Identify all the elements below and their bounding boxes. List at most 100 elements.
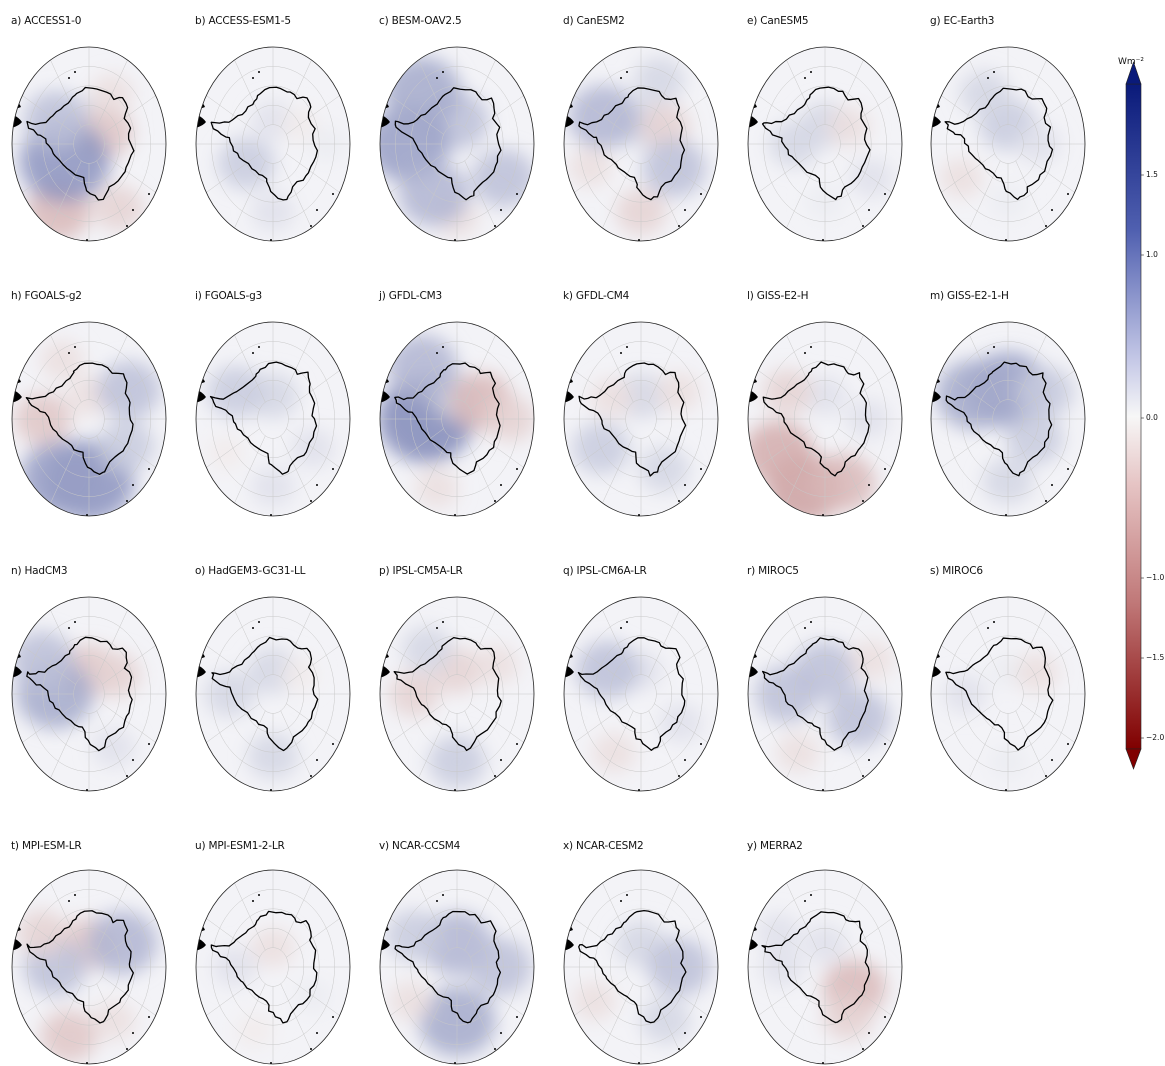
meridian-line [206, 95, 260, 135]
meridian-line [50, 334, 82, 403]
meridian-line [1015, 160, 1047, 229]
map-field [931, 597, 1085, 791]
island-marker [862, 775, 864, 777]
graticule [380, 47, 534, 241]
map-field [748, 597, 902, 791]
meridian-line [286, 95, 340, 135]
polar-map [747, 321, 903, 517]
island-marker [626, 621, 628, 623]
meridian-line [280, 710, 312, 779]
island-marker [884, 743, 886, 745]
graticule [564, 47, 718, 241]
island-marker [804, 352, 806, 354]
meridian-line [286, 976, 340, 1016]
polar-map [379, 46, 535, 242]
antarctica-coastline [577, 637, 686, 751]
latitude-circle [441, 399, 473, 439]
panel-title: s) MIROC6 [930, 565, 983, 577]
island-marker [86, 789, 88, 791]
meridian-line [602, 160, 634, 229]
island-marker [132, 1032, 134, 1034]
meridian-line [832, 983, 864, 1052]
meridian-line [464, 59, 496, 128]
meridian-line [22, 95, 76, 135]
island-marker [1051, 759, 1053, 761]
island-marker [442, 894, 444, 896]
meridian-line [838, 976, 892, 1016]
graticule [931, 597, 1085, 791]
map-field [564, 870, 718, 1064]
panel-title: x) NCAR-CESM2 [563, 840, 644, 852]
meridian-line [234, 435, 266, 504]
island-marker [126, 1048, 128, 1050]
island-marker [626, 894, 628, 896]
meridian-line [418, 334, 450, 403]
map-ocean [196, 597, 350, 791]
island-marker [258, 894, 260, 896]
graticule [748, 47, 902, 241]
field-anomaly [235, 1013, 274, 1048]
polar-map [563, 321, 719, 517]
meridian-line [206, 976, 260, 1016]
island-marker [626, 71, 628, 73]
graticule [748, 597, 902, 791]
polar-map [930, 46, 1086, 242]
island-marker [1067, 743, 1069, 745]
island-marker [126, 225, 128, 227]
meridian-line [1015, 609, 1047, 678]
panel-title: c) BESM-OAV2.5 [379, 15, 462, 27]
island-marker [700, 468, 702, 470]
island-marker [862, 1048, 864, 1050]
island-marker [868, 209, 870, 211]
meridian-line [654, 918, 708, 958]
meridian-line [464, 435, 496, 504]
graticule [196, 597, 350, 791]
meridian-line [1021, 370, 1075, 410]
panel-title: r) MIROC5 [747, 565, 799, 577]
meridian-line [832, 334, 864, 403]
meridian-line [838, 370, 892, 410]
antarctica-coastline [762, 361, 870, 477]
meridian-line [418, 710, 450, 779]
map-border [747, 321, 903, 517]
meridian-line [969, 609, 1001, 678]
island-marker [884, 1016, 886, 1018]
meridian-line [838, 153, 892, 193]
island-marker [516, 1016, 518, 1018]
panel-title: i) FGOALS-g3 [195, 290, 263, 302]
island-marker [987, 77, 989, 79]
antarctica-coastline [210, 910, 318, 1024]
meridian-line [602, 59, 634, 128]
island-marker [68, 352, 70, 354]
island-marker [700, 1016, 702, 1018]
meridian-line [648, 160, 680, 229]
meridian-line [206, 645, 260, 685]
panel-title: l) GISS-E2-H [747, 290, 809, 302]
island-marker [332, 1016, 334, 1018]
panel-title: d) CanESM2 [563, 15, 625, 27]
graticule [564, 870, 718, 1064]
island-marker [700, 743, 702, 745]
map-border [563, 596, 719, 792]
island-marker [500, 484, 502, 486]
meridian-line [602, 334, 634, 403]
meridian-line [418, 435, 450, 504]
island-marker [494, 500, 496, 502]
island-marker [442, 621, 444, 623]
island-marker [1005, 514, 1007, 516]
meridian-line [102, 976, 156, 1016]
meridian-line [941, 428, 995, 468]
graticule [380, 322, 534, 516]
island-marker [310, 500, 312, 502]
island-marker [252, 77, 254, 79]
antarctica-coastline [945, 361, 1053, 477]
meridian-line [96, 609, 128, 678]
panel-title: y) MERRA2 [747, 840, 803, 852]
meridian-line [280, 435, 312, 504]
island-marker [126, 500, 128, 502]
island-marker [684, 1032, 686, 1034]
island-marker [822, 514, 824, 516]
island-marker [68, 627, 70, 629]
meridian-line [464, 334, 496, 403]
meridian-line [969, 160, 1001, 229]
